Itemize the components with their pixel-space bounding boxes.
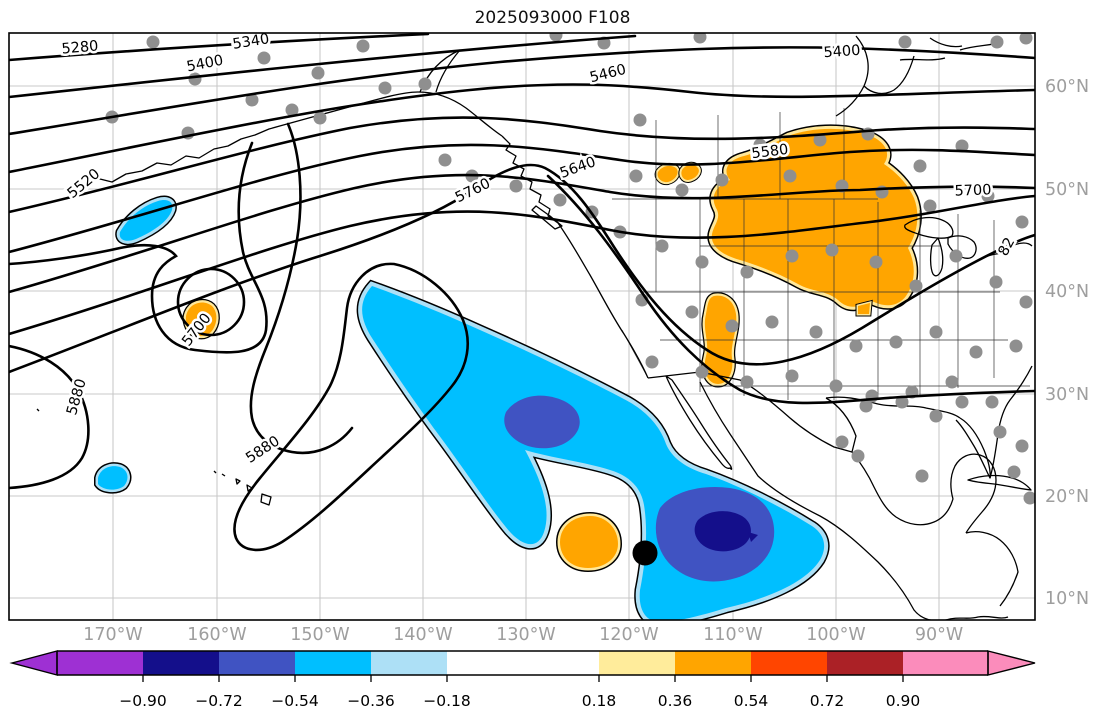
contour-5460 <box>9 83 1035 174</box>
contour-5700 <box>176 267 246 337</box>
lon-label-90°W: 90°W <box>915 625 963 645</box>
contour-5880 <box>233 262 470 552</box>
lon-label-120°W: 120°W <box>599 625 658 645</box>
sw-small-negative-patch <box>98 466 128 490</box>
colorbar-tick-0.90: 0.90 <box>886 692 921 710</box>
colorbar-segment-10 <box>903 651 988 675</box>
contour-label-5340: 5340 <box>232 31 271 53</box>
contour-label-5640: 5640 <box>558 154 598 182</box>
colorbar-over-arrow <box>987 650 1036 676</box>
colorbar-segment-9 <box>827 651 903 675</box>
colorbar-segment-2 <box>219 651 295 675</box>
lat-label-50°N: 50°N <box>1045 180 1089 200</box>
colorbar-tick-−0.72: −0.72 <box>195 692 243 710</box>
contour-5880 <box>9 344 90 490</box>
contour-label-5280: 5280 <box>61 38 99 57</box>
lat-label-40°N: 40°N <box>1045 282 1089 302</box>
contour-5520 <box>9 116 1035 214</box>
lon-label-160°W: 160°W <box>187 625 246 645</box>
lon-label-170°W: 170°W <box>83 625 142 645</box>
colorbar-tick-−0.90: −0.90 <box>119 692 167 710</box>
cutoff-low-positive-patch <box>185 302 217 336</box>
pacific-positive-blob <box>560 516 618 568</box>
contour-5760 <box>9 163 1035 374</box>
basemap-coastlines <box>36 35 1033 620</box>
border-positive-patch-1 <box>657 165 678 183</box>
colorbar-tick-0.18: 0.18 <box>582 692 617 710</box>
colorbar-tick-0.54: 0.54 <box>734 692 769 710</box>
colorbar-segment-0 <box>57 651 143 675</box>
anomaly-shading <box>94 124 922 620</box>
lat-label-20°N: 20°N <box>1045 487 1089 507</box>
contour-5640 <box>9 173 1035 294</box>
lon-label-100°W: 100°W <box>806 625 865 645</box>
contour-label-5520: 5520 <box>65 166 104 202</box>
colorbar-tick-0.72: 0.72 <box>810 692 845 710</box>
colorbar: −0.90 −0.72 −0.54 −0.36 −0.18 0.18 0.36 0.54 0.7… <box>9 650 1036 710</box>
colorbar-segment-5 <box>447 651 599 675</box>
plot-title: 2025093000 F108 <box>474 8 631 28</box>
lon-label-140°W: 140°W <box>393 625 452 645</box>
colorbar-segment-1 <box>143 651 219 675</box>
border-positive-patch-2 <box>681 164 699 180</box>
map-frame <box>8 32 1036 621</box>
colorbar-tick-−0.54: −0.54 <box>271 692 319 710</box>
contour-label-5460: 5460 <box>588 62 628 86</box>
mid-swath-strong-negative <box>504 395 580 449</box>
map-interior: 5280 534054005400546055205580564057005760… <box>9 31 1035 620</box>
mexico-extreme-negative-core <box>694 511 751 552</box>
contour-5820 <box>249 122 354 455</box>
lon-label-110°W: 110°W <box>703 625 762 645</box>
colorbar-segment-4 <box>371 651 447 675</box>
colorbar-tick-−0.18: −0.18 <box>423 692 471 710</box>
contour-5400 <box>9 46 1035 136</box>
colorbar-segment-8 <box>751 651 827 675</box>
contour-label-5400: 5400 <box>823 43 861 62</box>
colorbar-tick-0.36: 0.36 <box>658 692 693 710</box>
iowa-positive-speck <box>858 303 870 314</box>
lon-label-130°W: 130°W <box>496 625 555 645</box>
contour-5760 <box>9 141 268 354</box>
lat-label-30°N: 30°N <box>1045 385 1089 405</box>
contour-5820 <box>546 174 1035 405</box>
height-contours <box>9 33 1035 552</box>
axis-labels: 60°N 50°N 40°N 30°N 20°N 10°N 170°W 160°W 150°W 1… <box>83 77 1089 645</box>
lat-label-10°N: 10°N <box>1045 589 1089 609</box>
colorbar-segment-6 <box>599 651 675 675</box>
black-dot-marker <box>632 540 658 566</box>
midwest-positive-blob <box>711 128 918 307</box>
contour-5340 <box>9 34 637 99</box>
colorbar-segment-3 <box>295 651 371 675</box>
lon-label-150°W: 150°W <box>290 625 349 645</box>
colorbar-segment-7 <box>675 651 751 675</box>
station-dots <box>105 33 1035 505</box>
contour-label-82: 82 <box>996 235 1019 259</box>
lat-label-60°N: 60°N <box>1045 77 1089 97</box>
colorbar-under-arrow <box>9 650 58 676</box>
contour-label-5400: 5400 <box>185 53 224 76</box>
contour-5580 <box>9 143 1035 254</box>
contour-5280 <box>9 33 430 62</box>
contour-5700 <box>9 194 1035 336</box>
mexico-extreme-negative-speck <box>748 532 758 542</box>
contour-label-5700: 5700 <box>954 182 991 199</box>
colorbar-tick-−0.36: −0.36 <box>347 692 395 710</box>
